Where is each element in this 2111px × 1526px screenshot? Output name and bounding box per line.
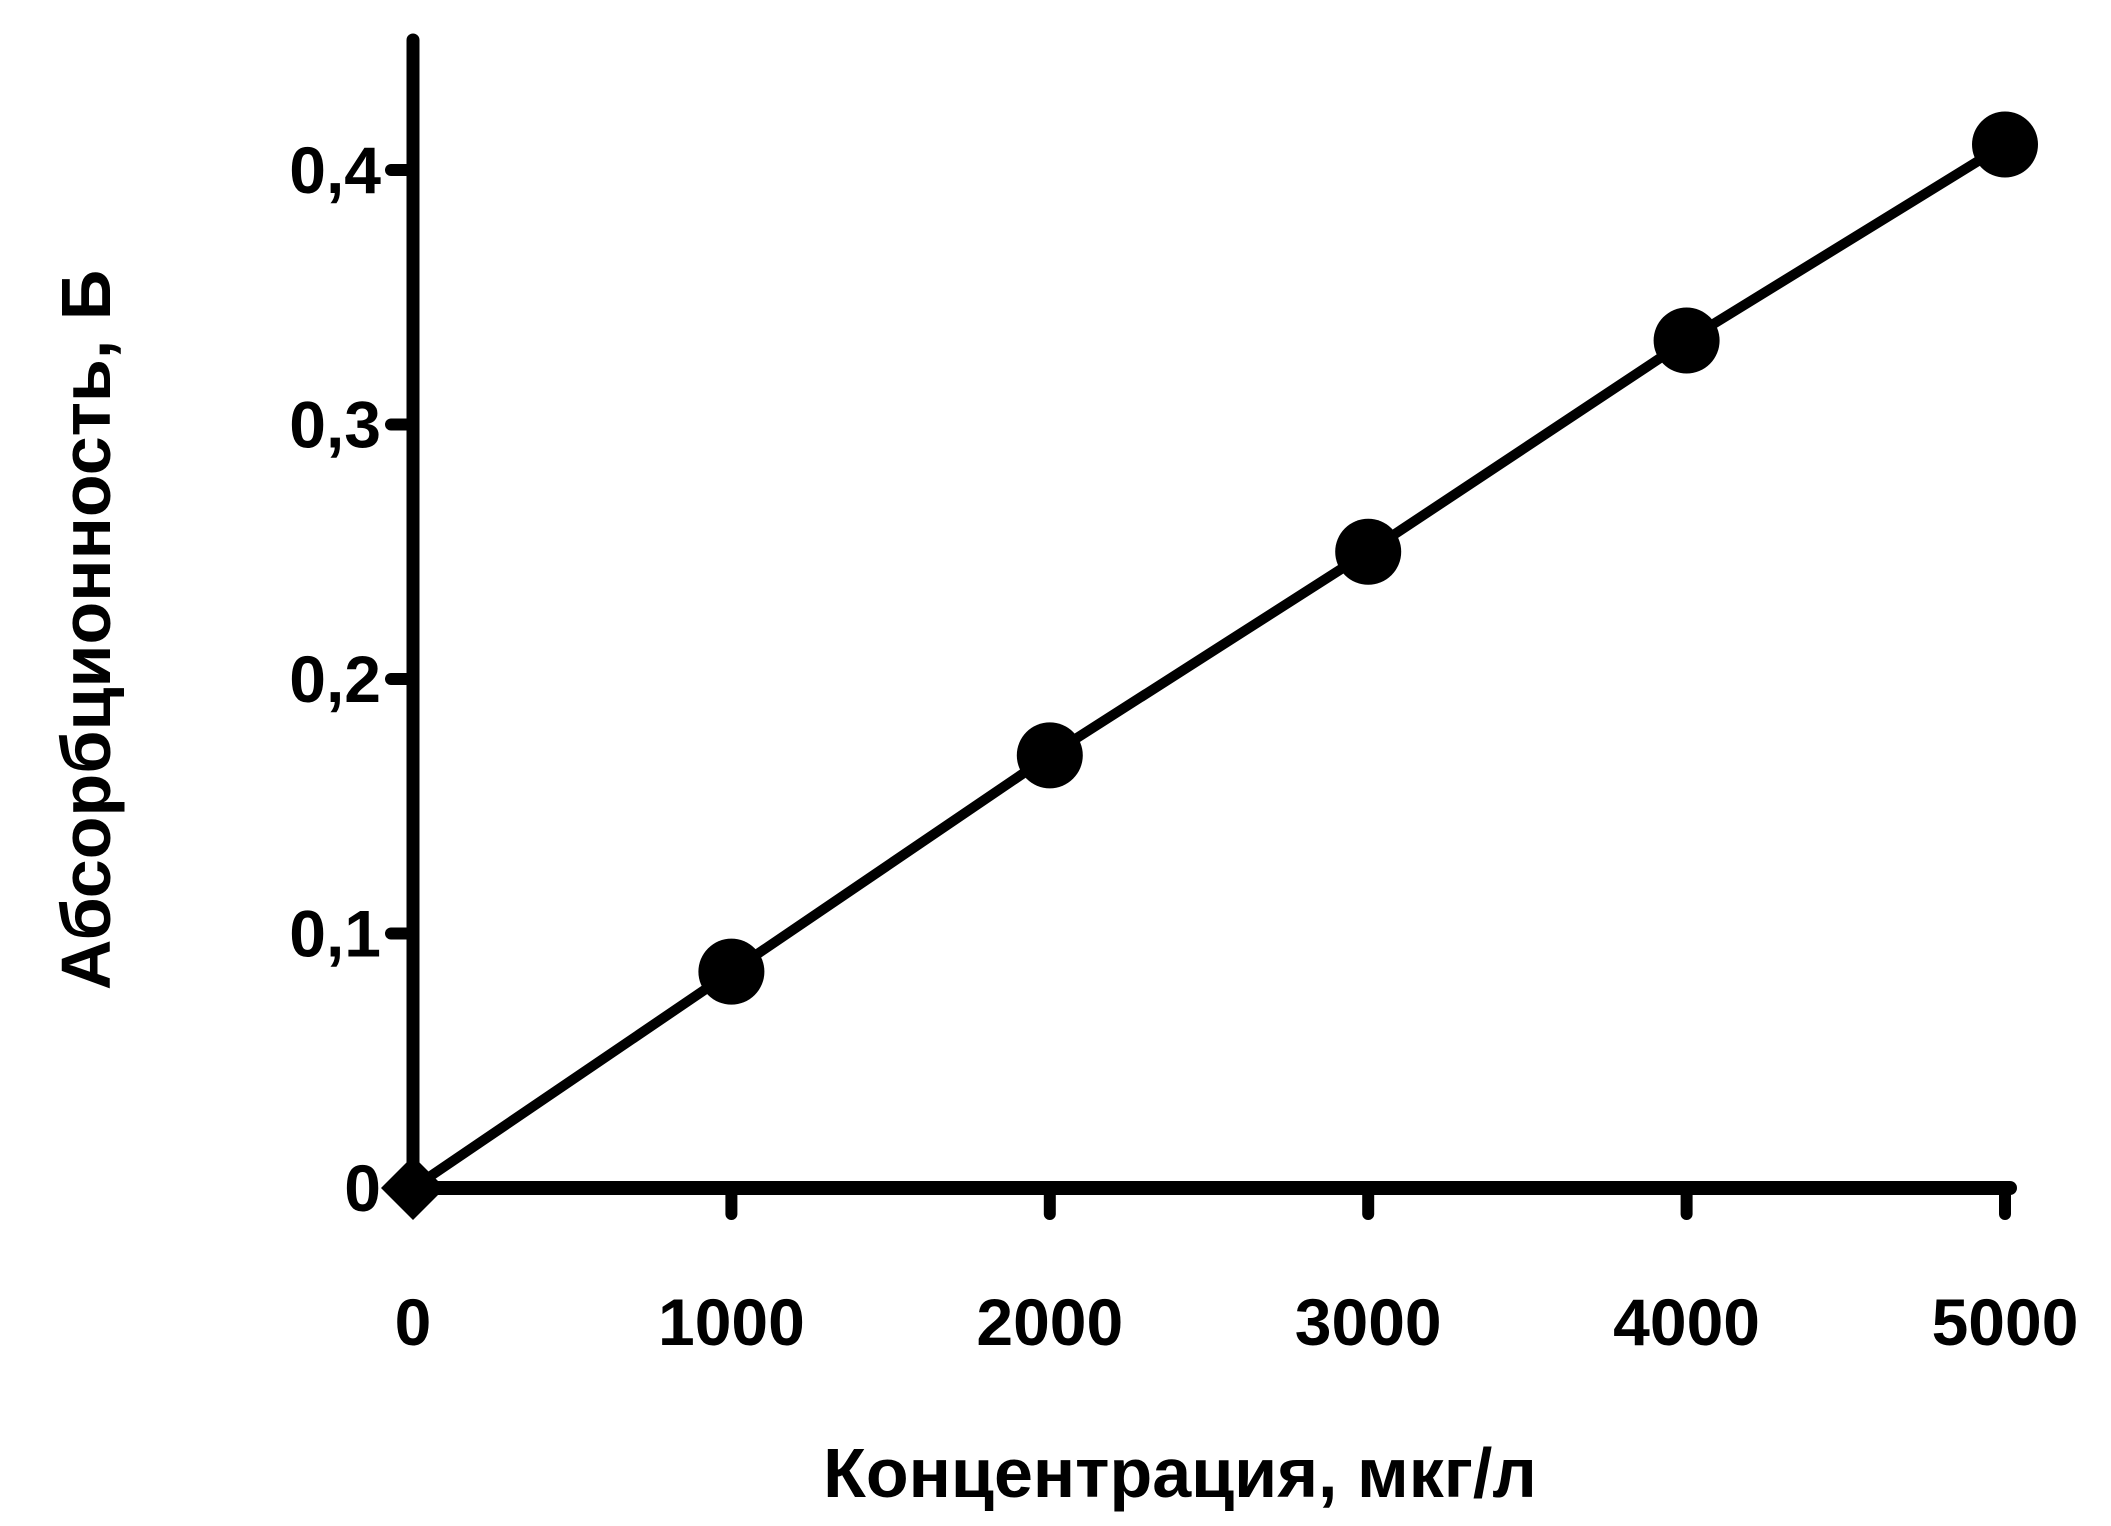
y-tick-label: 0,1 <box>289 897 381 971</box>
axes <box>385 33 2017 1220</box>
x-tick-label: 3000 <box>1295 1285 1442 1359</box>
x-tick-label: 2000 <box>976 1285 1123 1359</box>
y-tick-label: 0,2 <box>289 642 381 716</box>
data-point-marker <box>381 1156 445 1220</box>
y-axis-title: Абсорбционность, Б <box>47 270 125 990</box>
data-series-line <box>408 139 2010 1193</box>
data-point-marker <box>1335 518 1402 585</box>
y-tick-label: 0,4 <box>289 133 381 207</box>
y-tick-label: 0 <box>344 1151 381 1225</box>
x-tick-label: 5000 <box>1932 1285 2079 1359</box>
y-tick-label: 0,3 <box>289 388 381 462</box>
data-point-marker <box>1016 722 1083 789</box>
x-axis-title: Концентрация, мкг/л <box>823 1434 1537 1512</box>
x-tick-label: 4000 <box>1613 1285 1760 1359</box>
x-tick-label: 1000 <box>658 1285 805 1359</box>
labels-layer: 0 0,1 0,2 0,3 0,4 0 1000 2000 3000 4000 5000 Концен… <box>47 133 2078 1512</box>
data-point-marker <box>698 938 765 1005</box>
markers-layer <box>381 111 2038 1220</box>
data-point-marker <box>1972 111 2038 178</box>
series-layer <box>408 139 2010 1193</box>
data-point-marker <box>1653 307 1720 374</box>
x-tick-label: 0 <box>395 1285 432 1359</box>
